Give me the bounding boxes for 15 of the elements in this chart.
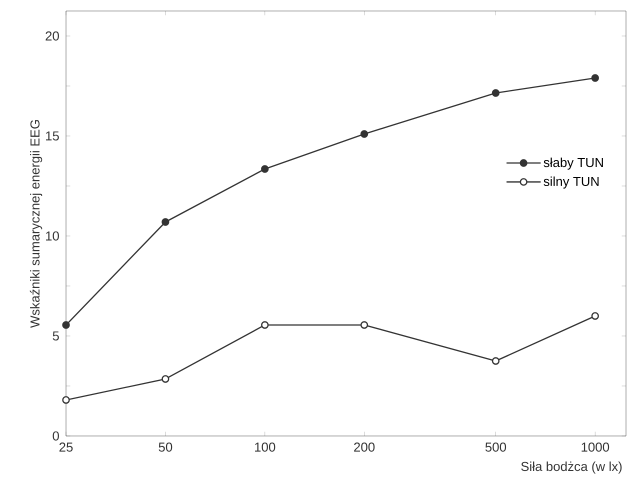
y-axis-title: Wskaźniki sumarycznej energii EEG <box>30 120 42 328</box>
x-tick-label: 100 <box>255 442 276 452</box>
x-tick-label: 50 <box>158 442 172 452</box>
legend-label: słaby TUN <box>544 158 603 170</box>
y-tick-label: 5 <box>52 331 59 341</box>
y-tick-label: 15 <box>46 131 59 141</box>
x-tick-label: 1000 <box>582 442 610 452</box>
y-tick-label: 0 <box>52 431 59 441</box>
x-tick-label: 25 <box>59 442 73 452</box>
y-tick-label: 10 <box>46 231 59 241</box>
y-tick-label: 20 <box>46 31 59 41</box>
x-tick-label: 500 <box>485 442 506 452</box>
legend-label: silny TUN <box>544 176 599 189</box>
x-tick-label: 200 <box>354 442 375 452</box>
x-axis-title: Siła bodżca (w lx) <box>521 462 622 474</box>
